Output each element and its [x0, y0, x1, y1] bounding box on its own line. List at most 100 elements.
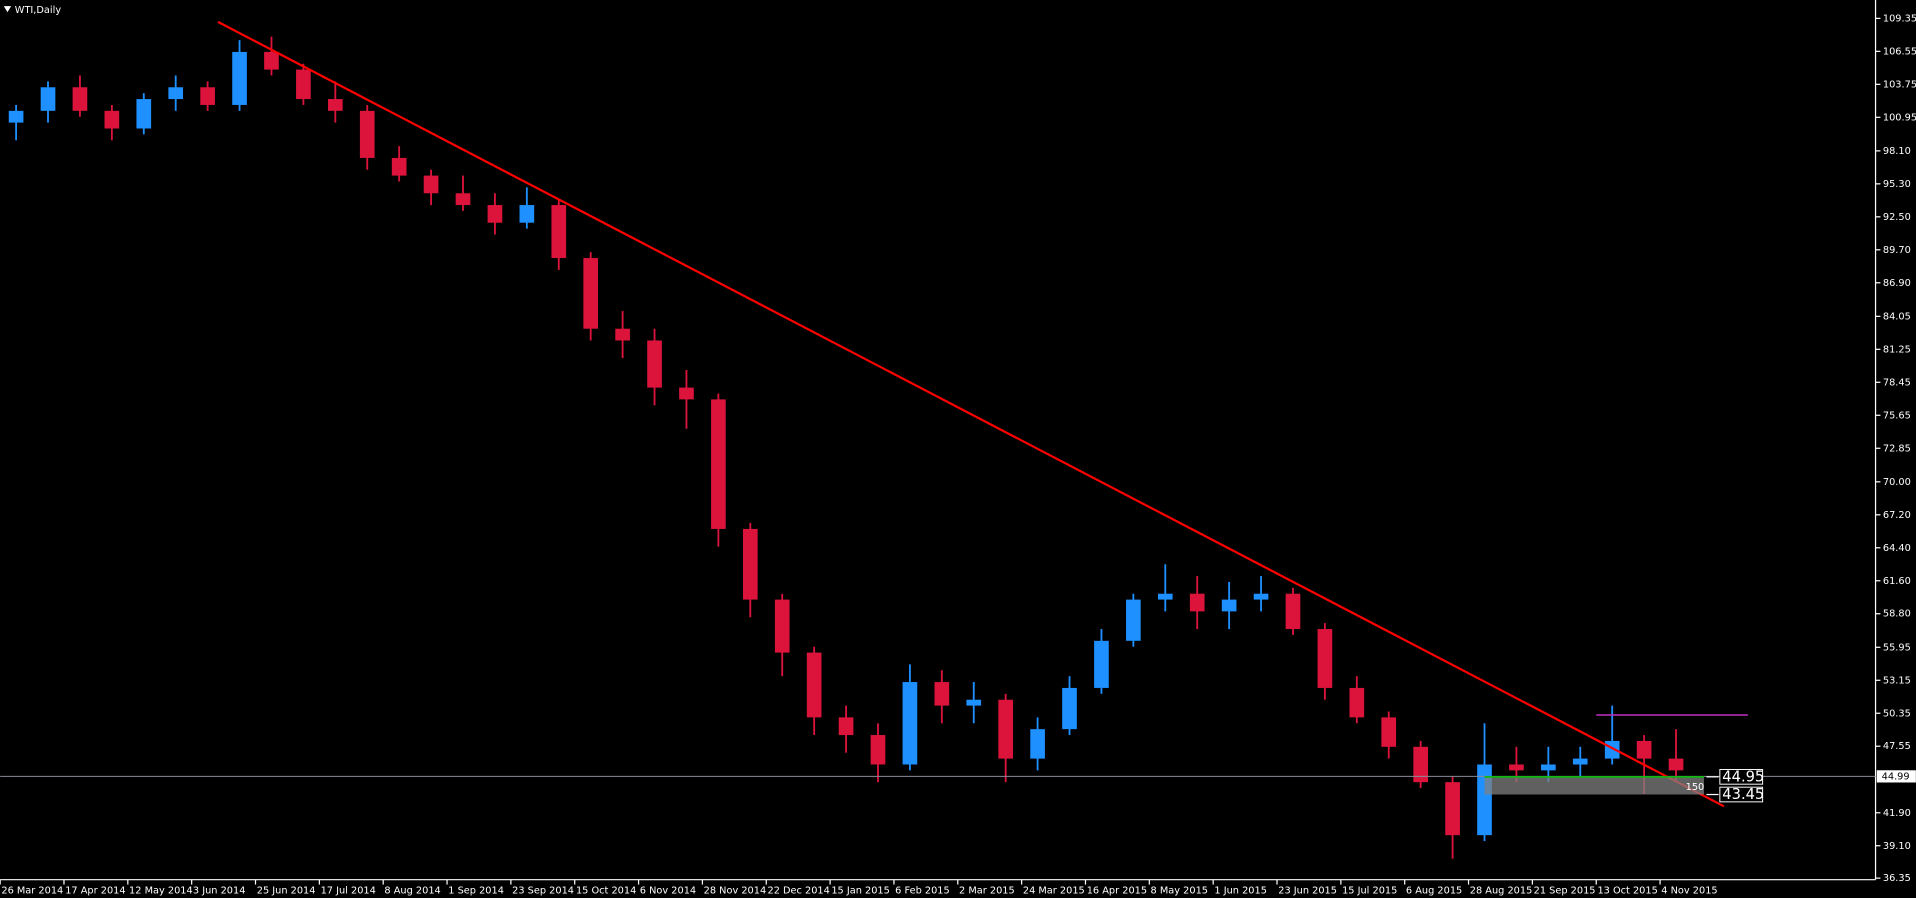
y-tick-label: 103.75 — [1883, 79, 1916, 90]
candle-body — [232, 51, 247, 105]
y-tick-label: 39.10 — [1883, 841, 1911, 852]
candle-body — [1030, 729, 1045, 759]
x-tick-label: 23 Sep 2014 — [512, 886, 574, 897]
y-tick-label: 36.35 — [1883, 873, 1911, 884]
y-tick-label: 98.10 — [1883, 146, 1911, 157]
candle-body — [1572, 758, 1588, 765]
zone-label: 44.95 — [1722, 768, 1764, 785]
menu-arrow[interactable] — [3, 6, 12, 13]
zone-label-box — [1719, 769, 1764, 785]
y-tick-label: 72.85 — [1883, 443, 1911, 454]
y-tick-label: 50.35 — [1883, 708, 1911, 719]
chart-title: WTI,Daily — [15, 5, 62, 16]
candle-body — [1189, 593, 1205, 612]
x-tick-label: 28 Nov 2014 — [704, 886, 767, 897]
candle-body — [200, 87, 215, 105]
candle-body — [8, 110, 24, 123]
candle-body — [806, 652, 822, 718]
x-tick-label: 25 Jun 2014 — [257, 886, 316, 897]
y-tick-label: 100.95 — [1883, 112, 1916, 123]
candle-body — [1157, 593, 1173, 600]
zone-distance: 150 — [1686, 782, 1705, 793]
y-tick-label: 41.90 — [1883, 808, 1911, 819]
y-tick-label: 109.35 — [1883, 13, 1916, 24]
x-tick-label: 24 Mar 2015 — [1023, 886, 1085, 897]
candle-body — [615, 328, 630, 341]
x-tick-label: 26 Mar 2014 — [1, 886, 63, 897]
x-tick-label: 3 Jun 2014 — [193, 886, 246, 897]
candle-body — [647, 340, 662, 388]
y-tick-label: 61.60 — [1883, 576, 1911, 587]
x-tick-label: 13 Oct 2015 — [1597, 886, 1657, 897]
candle-body — [104, 110, 120, 129]
candle-body — [1221, 599, 1237, 612]
candle-body — [838, 717, 854, 736]
candle-body — [1413, 746, 1428, 783]
candle-body — [1062, 687, 1077, 730]
candle-body — [1668, 758, 1684, 771]
candle-body — [136, 99, 152, 129]
y-tick-label: 67.20 — [1883, 510, 1911, 521]
candle-body — [774, 599, 790, 653]
x-tick-label: 21 Sep 2015 — [1534, 886, 1596, 897]
candle-body — [1317, 629, 1333, 688]
x-tick-label: 6 Aug 2015 — [1406, 886, 1462, 897]
candle-body — [1445, 782, 1460, 836]
candle-body — [296, 69, 311, 100]
candle-body — [168, 87, 184, 100]
candle-body — [72, 87, 88, 111]
candle-body — [1541, 764, 1556, 771]
x-tick-label: 6 Nov 2014 — [640, 886, 696, 897]
y-tick-label: 106.55 — [1883, 46, 1916, 57]
x-tick-label: 22 Dec 2014 — [767, 886, 829, 897]
x-tick-label: 4 Nov 2015 — [1661, 886, 1717, 897]
candle-body — [870, 735, 886, 765]
trendline — [217, 20, 1725, 808]
y-tick-label: 53.15 — [1883, 675, 1911, 686]
candle-body — [1126, 599, 1141, 641]
candle-body — [487, 205, 503, 223]
candle-body — [423, 175, 439, 194]
candle-body — [264, 51, 279, 70]
y-tick-label: 75.65 — [1883, 410, 1911, 421]
candle-body — [359, 110, 375, 158]
candle-body — [391, 157, 407, 176]
x-tick-label: 15 Jul 2015 — [1342, 886, 1397, 897]
candle-body — [40, 87, 56, 111]
candle-body — [1253, 593, 1269, 600]
candle-body — [679, 387, 694, 400]
zone — [1484, 776, 1704, 795]
candle-body — [583, 258, 599, 329]
candle-body — [966, 699, 982, 706]
candle-body — [711, 399, 726, 529]
candle-body — [327, 99, 343, 111]
candle-body — [902, 682, 918, 765]
candle-body — [1381, 717, 1397, 747]
candle-body — [1349, 687, 1365, 718]
x-tick-label: 2 Mar 2015 — [959, 886, 1015, 897]
x-tick-label: 15 Jan 2015 — [831, 886, 890, 897]
x-tick-label: 15 Oct 2014 — [576, 886, 636, 897]
y-tick-label: 55.95 — [1883, 642, 1911, 653]
candle-body — [1509, 764, 1524, 771]
current-price-label: 44.99 — [1882, 771, 1910, 782]
y-tick-label: 92.50 — [1883, 212, 1911, 223]
y-tick-label: 81.25 — [1883, 344, 1911, 355]
candle-body — [1094, 640, 1109, 688]
x-tick-label: 16 Apr 2015 — [1087, 886, 1147, 897]
candle-body — [1285, 593, 1301, 630]
current-price-box — [1876, 770, 1916, 783]
x-tick-label: 1 Sep 2014 — [448, 886, 504, 897]
x-tick-label: 28 Aug 2015 — [1470, 886, 1533, 897]
candle-body — [551, 205, 567, 259]
y-tick-label: 47.55 — [1883, 741, 1911, 752]
y-tick-label: 84.05 — [1883, 311, 1911, 322]
candle-body — [519, 205, 535, 223]
y-tick-label: 95.30 — [1883, 179, 1911, 190]
x-tick-label: 8 Aug 2014 — [384, 886, 440, 897]
candle-body — [742, 528, 758, 600]
zone-label: 43.45 — [1722, 786, 1764, 803]
